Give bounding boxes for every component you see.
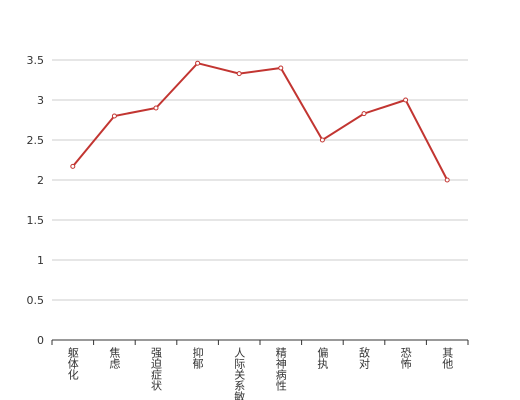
point <box>153 105 159 111</box>
point <box>70 163 76 169</box>
point <box>361 111 367 117</box>
x-tick-label: 强迫症状 <box>150 347 163 391</box>
x-tick-label: 其他 <box>441 347 454 369</box>
x-tick-label: 躯体化 <box>66 347 79 381</box>
point <box>236 71 242 77</box>
x-tick-label: 敌对 <box>358 346 371 369</box>
y-tick-label: 0.5 <box>27 294 45 307</box>
x-tick-label: 偏执 <box>316 346 329 370</box>
line <box>72 62 449 181</box>
y-tick-label: 1.5 <box>27 214 45 227</box>
y-tick-label: 0 <box>37 334 44 347</box>
point <box>444 177 450 183</box>
y-tick-label: 3.5 <box>27 54 45 67</box>
point <box>111 113 117 119</box>
x-tick-label: 人际关系敏感 <box>233 347 246 400</box>
point <box>278 65 284 71</box>
point <box>195 60 201 66</box>
x-tick-label: 抑郁 <box>191 346 204 369</box>
x-tick-label: 焦虑 <box>108 347 121 369</box>
y-tick-label: 3 <box>37 94 44 107</box>
x-tick-label: 恐怖 <box>399 347 412 369</box>
y-tick-label: 1 <box>37 254 44 267</box>
y-tick-label: 2.5 <box>27 134 45 147</box>
point <box>319 137 325 143</box>
point <box>403 97 409 103</box>
y-tick-label: 2 <box>37 174 44 187</box>
x-tick-label: 精神病性 <box>274 347 287 392</box>
